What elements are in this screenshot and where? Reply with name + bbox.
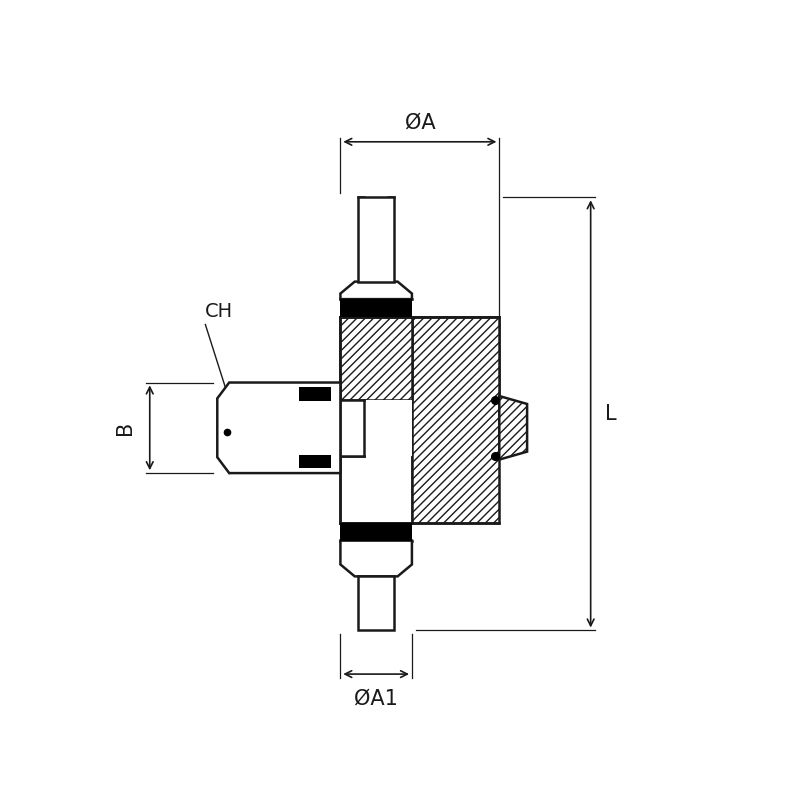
Polygon shape [341,317,499,523]
Bar [358,576,394,630]
Bar [299,455,331,468]
Text: ØA1: ØA1 [354,688,398,708]
Text: B: B [115,421,135,435]
Text: ØA: ØA [405,112,435,132]
Text: L: L [605,404,617,424]
Bar [299,387,331,401]
Bar [341,400,412,456]
Polygon shape [412,317,499,523]
Polygon shape [499,396,527,459]
Bar [358,198,394,282]
Bar [297,400,341,456]
Bar [341,523,412,541]
Polygon shape [341,317,412,400]
Polygon shape [341,282,412,299]
Text: CH: CH [206,302,234,321]
Bar [341,299,412,317]
Polygon shape [341,541,412,576]
Polygon shape [218,382,341,473]
